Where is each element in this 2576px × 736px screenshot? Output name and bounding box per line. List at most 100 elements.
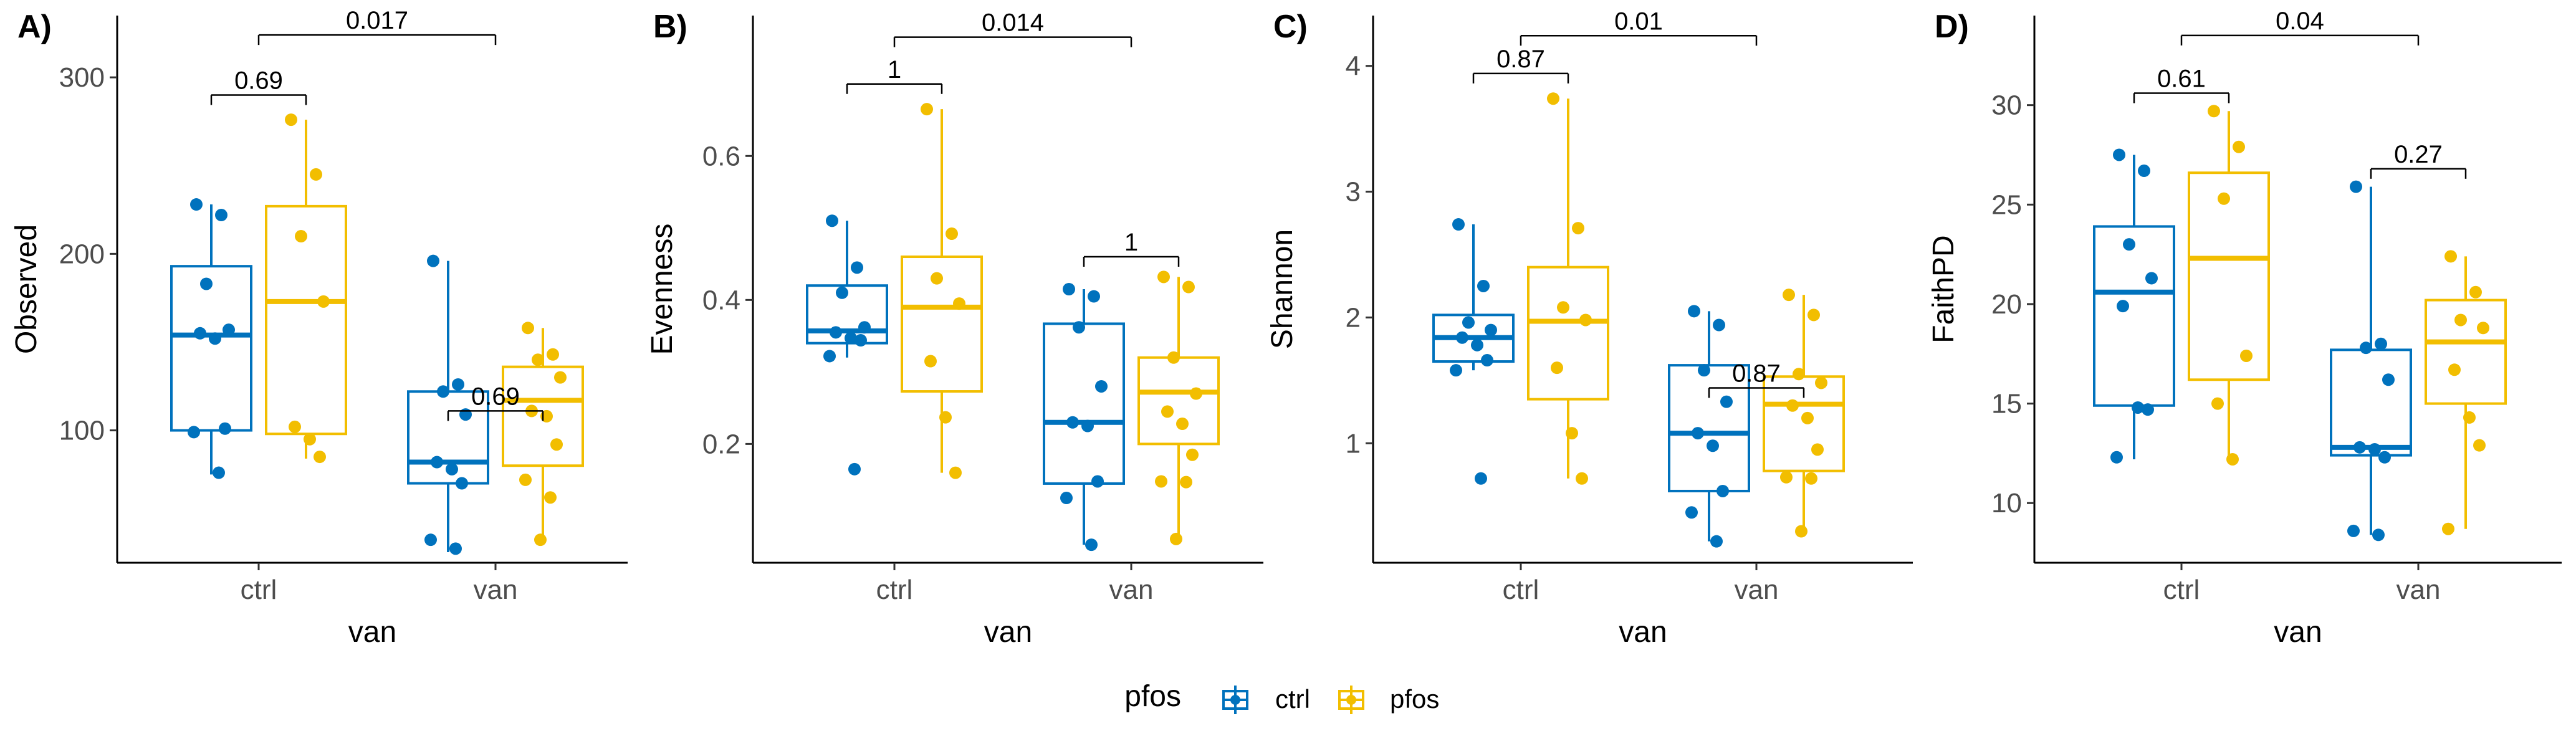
data-point — [1485, 323, 1497, 337]
data-point — [1475, 472, 1487, 485]
box-ctrl-van — [1043, 283, 1125, 552]
data-point — [1471, 338, 1483, 351]
data-point — [314, 451, 326, 464]
legend-title: pfos — [1124, 680, 1181, 713]
data-point — [1481, 354, 1493, 367]
data-point — [1815, 376, 1827, 390]
data-point — [2208, 105, 2220, 118]
x-tick-label: van — [1109, 575, 1154, 605]
data-point — [2442, 522, 2454, 535]
data-point — [1698, 364, 1710, 377]
p-value-label: 0.27 — [2394, 141, 2443, 168]
y-tick-label: 0.6 — [702, 141, 740, 171]
p-value-label: 1 — [888, 56, 901, 84]
data-point — [1456, 331, 1468, 344]
y-tick-label: 20 — [1991, 289, 2022, 320]
significance-bracket: 0.69 — [447, 383, 544, 421]
data-point — [1566, 427, 1578, 440]
y-tick-label: 0.4 — [702, 285, 740, 315]
data-point — [1713, 318, 1725, 332]
data-point — [2469, 285, 2482, 299]
data-point — [1576, 472, 1588, 485]
panel-c: 1 2 3 4 ctrl van van Shannon C) 0.87 0.87 0.01 — [1266, 7, 1913, 649]
significance-bracket: 0.69 — [210, 67, 307, 105]
panel-tag: A) — [17, 9, 52, 45]
y-tick-label: 300 — [59, 62, 105, 93]
data-point — [823, 350, 836, 363]
data-point — [1066, 416, 1079, 429]
data-point — [452, 378, 464, 391]
data-point — [437, 385, 449, 398]
data-point — [1710, 535, 1723, 548]
p-value-label: 1 — [1124, 229, 1138, 256]
data-point — [949, 466, 962, 479]
data-point — [190, 198, 203, 211]
panel-d: 10 15 20 25 30 ctrl van van FaithPD D) 0.61 0.27 0.0… — [1927, 7, 2562, 649]
data-point — [1720, 395, 1733, 408]
data-point — [855, 334, 867, 347]
data-point — [2353, 441, 2366, 454]
data-point — [209, 332, 221, 345]
data-point — [1557, 301, 1569, 314]
y-tick-label: 200 — [59, 239, 105, 269]
data-point — [194, 327, 206, 340]
data-point — [1688, 305, 1700, 318]
y-tick-label: 1 — [1346, 428, 1361, 459]
data-point — [836, 286, 848, 299]
data-point — [1780, 471, 1793, 484]
iqr-box — [2093, 225, 2175, 407]
data-point — [1811, 443, 1824, 456]
data-point — [1477, 279, 1490, 292]
data-point — [1161, 405, 1174, 418]
data-point — [1808, 308, 1820, 322]
data-point — [1717, 484, 1729, 497]
p-value-label: 0.87 — [1732, 360, 1781, 387]
data-point — [1085, 538, 1098, 552]
iqr-box — [1668, 364, 1750, 492]
data-point — [2233, 140, 2245, 153]
panel-b: 0.2 0.4 0.6 ctrl van van Evenness B) 1 1 0.014 — [646, 9, 1263, 649]
data-point — [317, 295, 330, 308]
y-tick-label: 30 — [1991, 90, 2022, 121]
y-tick-label: 25 — [1991, 189, 2022, 220]
iqr-box — [265, 204, 347, 436]
box-pfos-van — [502, 322, 584, 547]
panel-tag: C) — [1273, 9, 1308, 45]
y-axis-title: Observed — [10, 224, 43, 354]
data-point — [519, 473, 532, 486]
data-point — [1081, 419, 1094, 433]
data-point — [1157, 270, 1170, 284]
y-tick-label: 0.2 — [702, 429, 740, 459]
significance-bracket: 0.04 — [2180, 7, 2420, 45]
data-point — [2375, 337, 2387, 350]
data-point — [1088, 290, 1100, 303]
p-value-label: 0.04 — [2276, 7, 2324, 35]
significance-bracket: 1 — [1083, 229, 1180, 267]
data-point — [1783, 289, 1795, 302]
data-point — [2477, 322, 2489, 335]
data-point — [1551, 361, 1563, 375]
data-point — [2368, 443, 2381, 456]
data-point — [2138, 165, 2150, 178]
y-tick-label: 2 — [1346, 302, 1361, 333]
data-point — [2226, 452, 2239, 466]
data-point — [2117, 300, 2129, 313]
data-point — [215, 209, 227, 222]
box-pfos-ctrl — [1527, 92, 1609, 485]
data-point — [2142, 403, 2154, 416]
data-point — [534, 533, 547, 547]
box-pfos-ctrl — [2188, 105, 2270, 466]
data-point — [285, 113, 297, 127]
data-point — [1180, 476, 1192, 489]
data-point — [223, 323, 235, 337]
legend: pfos ctrl pfos — [1124, 680, 1439, 714]
x-tick-label: ctrl — [1503, 575, 1539, 605]
data-point — [1452, 218, 1465, 231]
box-ctrl-van — [1668, 305, 1750, 548]
y-axis-title: Shannon — [1266, 229, 1299, 349]
p-value-label: 0.69 — [471, 383, 520, 410]
data-point — [431, 456, 443, 469]
data-point — [2211, 397, 2224, 410]
iqr-box — [1043, 322, 1125, 485]
data-point — [1793, 368, 1805, 381]
